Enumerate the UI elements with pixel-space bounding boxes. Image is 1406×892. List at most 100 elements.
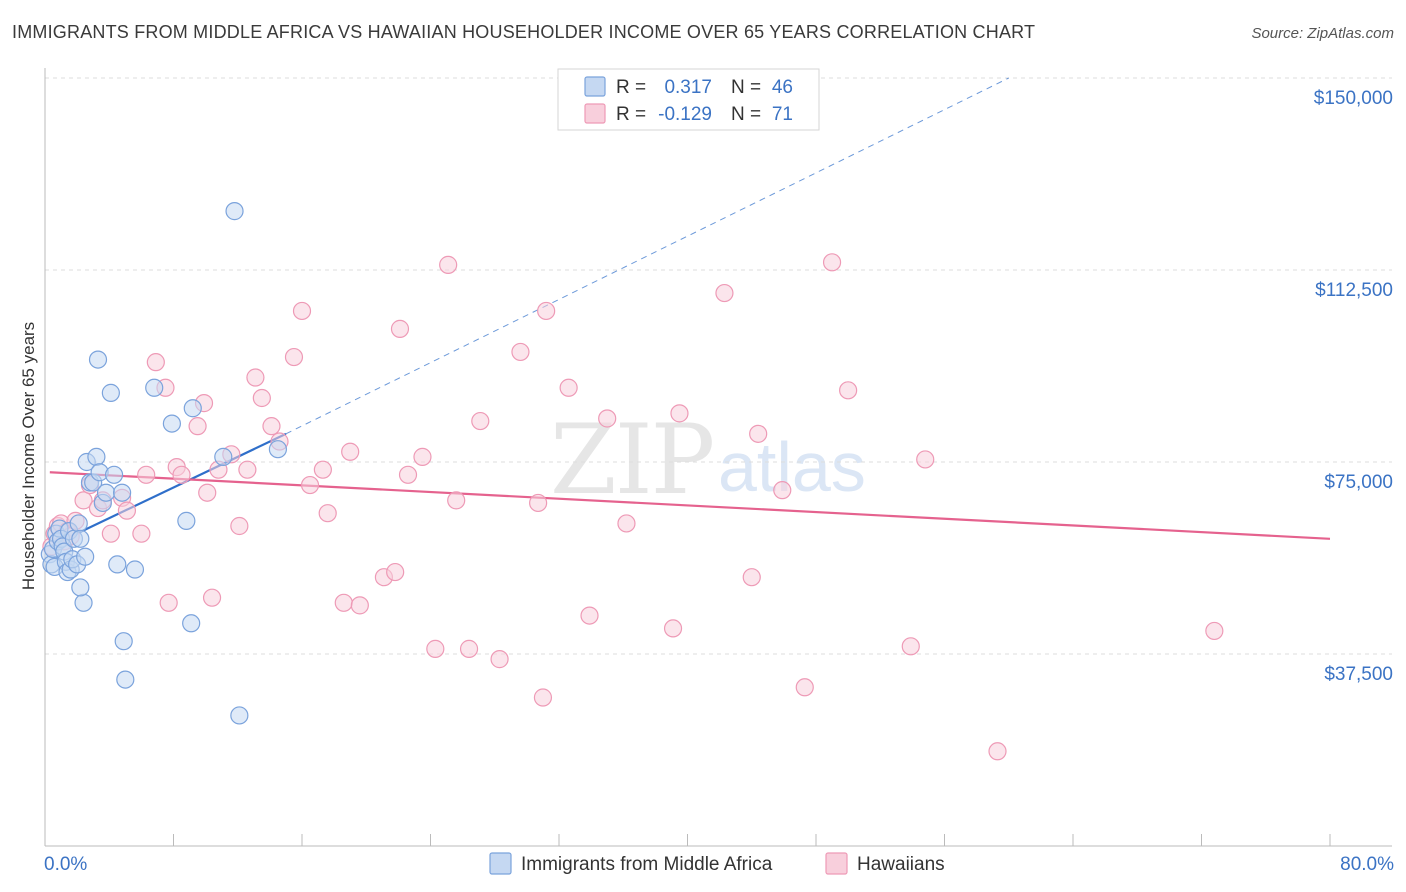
hawaiians-point-25 — [202, 588, 222, 607]
watermark-zip: ZIP — [550, 404, 713, 516]
hawaiians-point-21 — [172, 465, 191, 484]
middle-africa-point-39 — [182, 614, 201, 633]
hawaiians-point-14 — [117, 501, 137, 520]
middle-africa-point-33 — [116, 670, 135, 689]
hawaiians-point-44 — [390, 319, 410, 338]
hawaiians-point-35 — [292, 301, 312, 321]
hawaiians-point-19 — [159, 593, 178, 612]
middle-africa-point-43 — [230, 706, 249, 725]
hawaiians-point-61 — [663, 619, 683, 638]
bottom-legend-label-blue: Immigrants from Middle Africa — [521, 854, 773, 875]
middle-africa-point-36 — [145, 378, 164, 397]
middle-africa-point-45 — [71, 578, 90, 597]
x-tick-marks — [173, 834, 1331, 846]
legend-n-value-1: 46 — [772, 77, 793, 98]
hawaiians-point-29 — [238, 460, 257, 479]
hawaiians-point-63 — [715, 283, 734, 303]
legend-swatch-pink — [584, 103, 606, 124]
hawaiians-point-41 — [350, 596, 369, 615]
bottom-legend-swatch-blue — [489, 852, 512, 875]
hawaiians-point-73 — [1205, 621, 1224, 641]
hawaiians-point-30 — [246, 368, 265, 387]
middle-africa-point-32 — [114, 632, 133, 651]
hawaiians-point-8 — [74, 491, 93, 510]
hawaiians-point-24 — [198, 483, 217, 502]
middle-africa-points — [40, 202, 288, 725]
hawaiians-point-31 — [252, 388, 271, 408]
hawaiians-point-49 — [447, 491, 466, 510]
legend-box: R = 0.317 N = 46 R = -0.129 N = 71 — [557, 68, 820, 131]
hawaiians-point-69 — [839, 381, 858, 400]
middle-africa-point-41 — [214, 447, 233, 466]
gridlines — [45, 77, 1392, 655]
hawaiians-trend-line — [49, 471, 1331, 540]
watermark-atlas: atlas — [718, 428, 866, 506]
hawaiians-point-48 — [439, 255, 458, 274]
source-label: Source: ZipAtlas.com — [1251, 25, 1394, 42]
hawaiians-point-37 — [313, 460, 332, 479]
hawaiians-point-40 — [341, 442, 360, 461]
hawaiians-point-52 — [490, 650, 509, 669]
axes — [44, 68, 1392, 847]
hawaiians-point-17 — [146, 353, 165, 372]
middle-africa-point-27 — [96, 483, 116, 502]
hawaiians-point-54 — [529, 493, 548, 513]
middle-africa-point-31 — [112, 483, 132, 502]
bottom-legend-label-pink: Hawaiians — [857, 854, 945, 875]
y-tick-label-1: $75,000 — [1324, 472, 1393, 493]
hawaiians-point-43 — [386, 562, 405, 582]
middle-africa-point-30 — [108, 555, 127, 574]
hawaiians-point-68 — [822, 253, 842, 272]
hawaiians-point-60 — [617, 514, 636, 533]
hawaiians-point-22 — [188, 417, 207, 436]
legend-r-label-2: R = — [616, 104, 646, 125]
hawaiians-point-28 — [230, 516, 249, 536]
legend-n-label-2: N = — [731, 104, 761, 125]
middle-africa-point-20 — [76, 547, 95, 566]
bottom-legend-swatch-pink — [825, 852, 848, 875]
chart-title: IMMIGRANTS FROM MIDDLE AFRICA VS HAWAIIA… — [12, 22, 1035, 42]
hawaiians-point-71 — [916, 450, 935, 469]
middle-africa-point-44 — [268, 440, 288, 459]
hawaiians-point-65 — [749, 424, 768, 443]
middle-africa-point-29 — [104, 465, 124, 484]
middle-africa-trend-extension — [285, 77, 1009, 435]
legend-r-value-1: 0.317 — [664, 77, 712, 98]
x-tick-label-max: 80.0% — [1340, 854, 1394, 875]
watermark: ZIP atlas — [550, 404, 866, 516]
hawaiians-point-12 — [101, 524, 120, 543]
x-tick-label-min: 0.0% — [44, 854, 87, 875]
hawaiians-point-64 — [742, 568, 761, 587]
hawaiians-point-70 — [901, 637, 920, 656]
hawaiians-point-72 — [988, 742, 1007, 761]
hawaiians-point-50 — [459, 639, 479, 658]
hawaiians-point-47 — [426, 639, 445, 658]
hawaiians-point-34 — [284, 347, 304, 367]
y-tick-labels: $37,500 $75,000 $112,500 $150,000 — [1314, 88, 1393, 685]
y-tick-label-0: $37,500 — [1324, 664, 1393, 685]
hawaiians-point-15 — [132, 524, 151, 543]
hawaiians-point-53 — [511, 342, 530, 362]
hawaiians-point-66 — [773, 481, 792, 500]
y-tick-label-3: $150,000 — [1314, 88, 1393, 109]
hawaiians-point-57 — [559, 378, 578, 397]
middle-africa-point-17 — [69, 514, 88, 533]
legend-n-value-2: 71 — [772, 104, 793, 125]
hawaiians-point-16 — [137, 465, 156, 484]
middle-africa-point-35 — [88, 350, 108, 369]
trend-lines — [49, 77, 1331, 548]
middle-africa-point-42 — [225, 202, 244, 221]
y-tick-label-2: $112,500 — [1315, 280, 1393, 301]
hawaiians-point-51 — [471, 411, 490, 431]
hawaiians-point-36 — [300, 475, 320, 495]
legend-r-value-2: -0.129 — [658, 104, 712, 125]
middle-africa-point-19 — [74, 593, 93, 612]
middle-africa-point-37 — [162, 414, 181, 433]
hawaiians-point-39 — [334, 593, 353, 612]
hawaiians-point-46 — [413, 447, 432, 466]
bottom-legend: Immigrants from Middle Africa Hawaiians — [489, 852, 945, 875]
hawaiians-point-62 — [670, 404, 689, 423]
hawaiians-point-32 — [262, 417, 281, 436]
middle-africa-point-28 — [101, 383, 120, 402]
